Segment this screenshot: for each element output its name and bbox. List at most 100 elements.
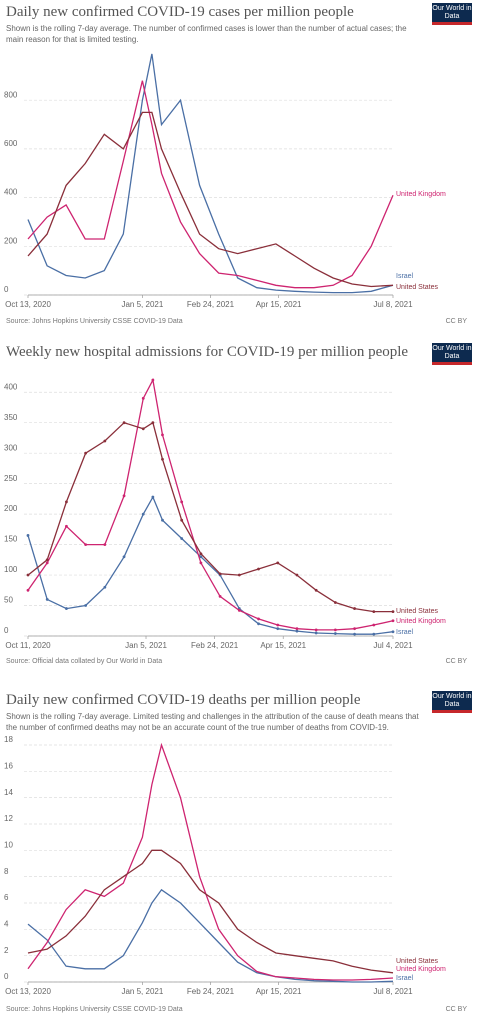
x-tick-label: Oct 13, 2020 — [5, 987, 51, 996]
license: CC BY — [445, 1006, 467, 1013]
chart-title: Daily new confirmed COVID-19 deaths per … — [6, 692, 361, 708]
data-point — [391, 610, 395, 614]
data-point — [65, 607, 68, 610]
y-tick-label: 14 — [4, 788, 13, 797]
data-point — [122, 555, 126, 559]
series-label: United States — [396, 608, 439, 615]
x-tick-label: Apr 15, 2021 — [256, 987, 302, 996]
chart-panel: 0 200 400 600 800 Oct 13, 2020 Jan 5, 2021 Feb … — [0, 0, 477, 336]
chart: 0 200 400 600 800 Oct 13, 2020 Jan 5, 2021 Feb … — [4, 53, 446, 309]
y-tick-label: 2 — [4, 946, 9, 955]
data-point — [372, 623, 376, 627]
x-tick-label: Feb 24, 2021 — [191, 641, 239, 650]
data-point — [353, 632, 356, 636]
data-point — [391, 619, 395, 623]
chart: 0 50 100 150 200 250 300 350 400 Oct 11, 2020 Jan … — [4, 378, 446, 650]
data-point — [276, 561, 280, 565]
data-point — [180, 500, 184, 504]
series-line — [27, 888, 394, 983]
chart-panel: 0 50 100 150 200 250 300 350 400 Oct 11, 2020 Jan … — [0, 340, 477, 676]
data-point — [45, 598, 49, 601]
series-label: United States — [396, 958, 439, 965]
series-label: Israel — [396, 975, 414, 982]
data-point — [84, 543, 88, 546]
data-point — [199, 552, 203, 556]
y-tick-label: 0 — [4, 626, 9, 635]
data-point — [218, 572, 222, 576]
data-point — [103, 585, 107, 589]
x-tick-label: Apr 15, 2021 — [256, 300, 302, 309]
data-point — [218, 594, 222, 598]
y-tick-label: 250 — [4, 474, 18, 483]
data-point — [257, 622, 260, 626]
x-tick-label: Oct 11, 2020 — [5, 641, 51, 650]
data-point — [180, 537, 184, 540]
x-tick-label: Jul 8, 2021 — [373, 987, 413, 996]
series-label: Israel — [396, 273, 414, 280]
y-tick-label: 400 — [4, 382, 18, 391]
x-tick-label: Feb 24, 2021 — [187, 987, 235, 996]
y-tick-label: 100 — [4, 565, 18, 574]
data-point — [161, 518, 164, 522]
series-line — [27, 111, 394, 288]
y-tick-label: 50 — [4, 596, 13, 605]
x-tick-label: Oct 13, 2020 — [5, 300, 51, 309]
y-tick-label: 200 — [4, 504, 18, 513]
y-tick-label: 0 — [4, 285, 9, 294]
data-point — [84, 604, 88, 607]
y-tick-label: 200 — [4, 236, 18, 245]
data-point — [257, 617, 260, 621]
data-point — [141, 396, 145, 400]
series-line — [27, 80, 394, 289]
license: CC BY — [445, 318, 467, 325]
x-tick-label: Feb 24, 2021 — [187, 300, 235, 309]
y-tick-label: 18 — [4, 735, 13, 744]
series-label: United Kingdom — [396, 191, 446, 198]
data-point — [237, 609, 241, 612]
x-tick-label: Jul 8, 2021 — [373, 300, 413, 309]
data-point — [333, 628, 337, 632]
data-point — [103, 439, 107, 443]
data-point — [199, 555, 203, 559]
series-line — [27, 421, 393, 613]
chart-subtitle: Shown is the rolling 7-day average. The … — [6, 24, 407, 44]
data-point — [314, 628, 318, 632]
data-point — [84, 451, 88, 455]
series-label: United Kingdom — [396, 618, 446, 625]
y-tick-label: 400 — [4, 188, 18, 197]
y-tick-label: 300 — [4, 443, 18, 452]
data-point — [333, 601, 337, 604]
logo: Our World in Data — [432, 343, 472, 365]
x-tick-label: Jul 4, 2021 — [373, 641, 413, 650]
x-tick-label: Jan 5, 2021 — [125, 641, 167, 650]
series-line — [27, 742, 394, 981]
data-point — [295, 627, 299, 631]
y-tick-label: 150 — [4, 535, 18, 544]
x-tick-label: Apr 15, 2021 — [260, 641, 306, 650]
data-point — [314, 588, 318, 592]
data-point — [65, 524, 68, 528]
series-line — [27, 495, 394, 635]
data-point — [103, 543, 107, 546]
y-tick-label: 8 — [4, 867, 9, 876]
data-point — [141, 512, 145, 516]
source: Source: Johns Hopkins University CSSE CO… — [6, 1006, 183, 1013]
data-point — [151, 421, 155, 425]
data-point — [276, 627, 280, 631]
data-point — [161, 457, 164, 461]
data-point — [353, 627, 356, 631]
logo: Our World in Data — [432, 3, 472, 25]
data-point — [151, 495, 155, 499]
data-point — [26, 534, 30, 537]
data-point — [237, 573, 241, 577]
chart-title: Daily new confirmed COVID-19 cases per m… — [6, 4, 354, 20]
y-tick-label: 10 — [4, 840, 13, 849]
data-point — [295, 573, 299, 577]
data-point — [45, 558, 49, 562]
data-point — [141, 427, 145, 431]
data-point — [276, 623, 280, 627]
license: CC BY — [445, 658, 467, 665]
x-tick-label: Jan 5, 2021 — [121, 300, 163, 309]
series-label: United States — [396, 284, 439, 291]
